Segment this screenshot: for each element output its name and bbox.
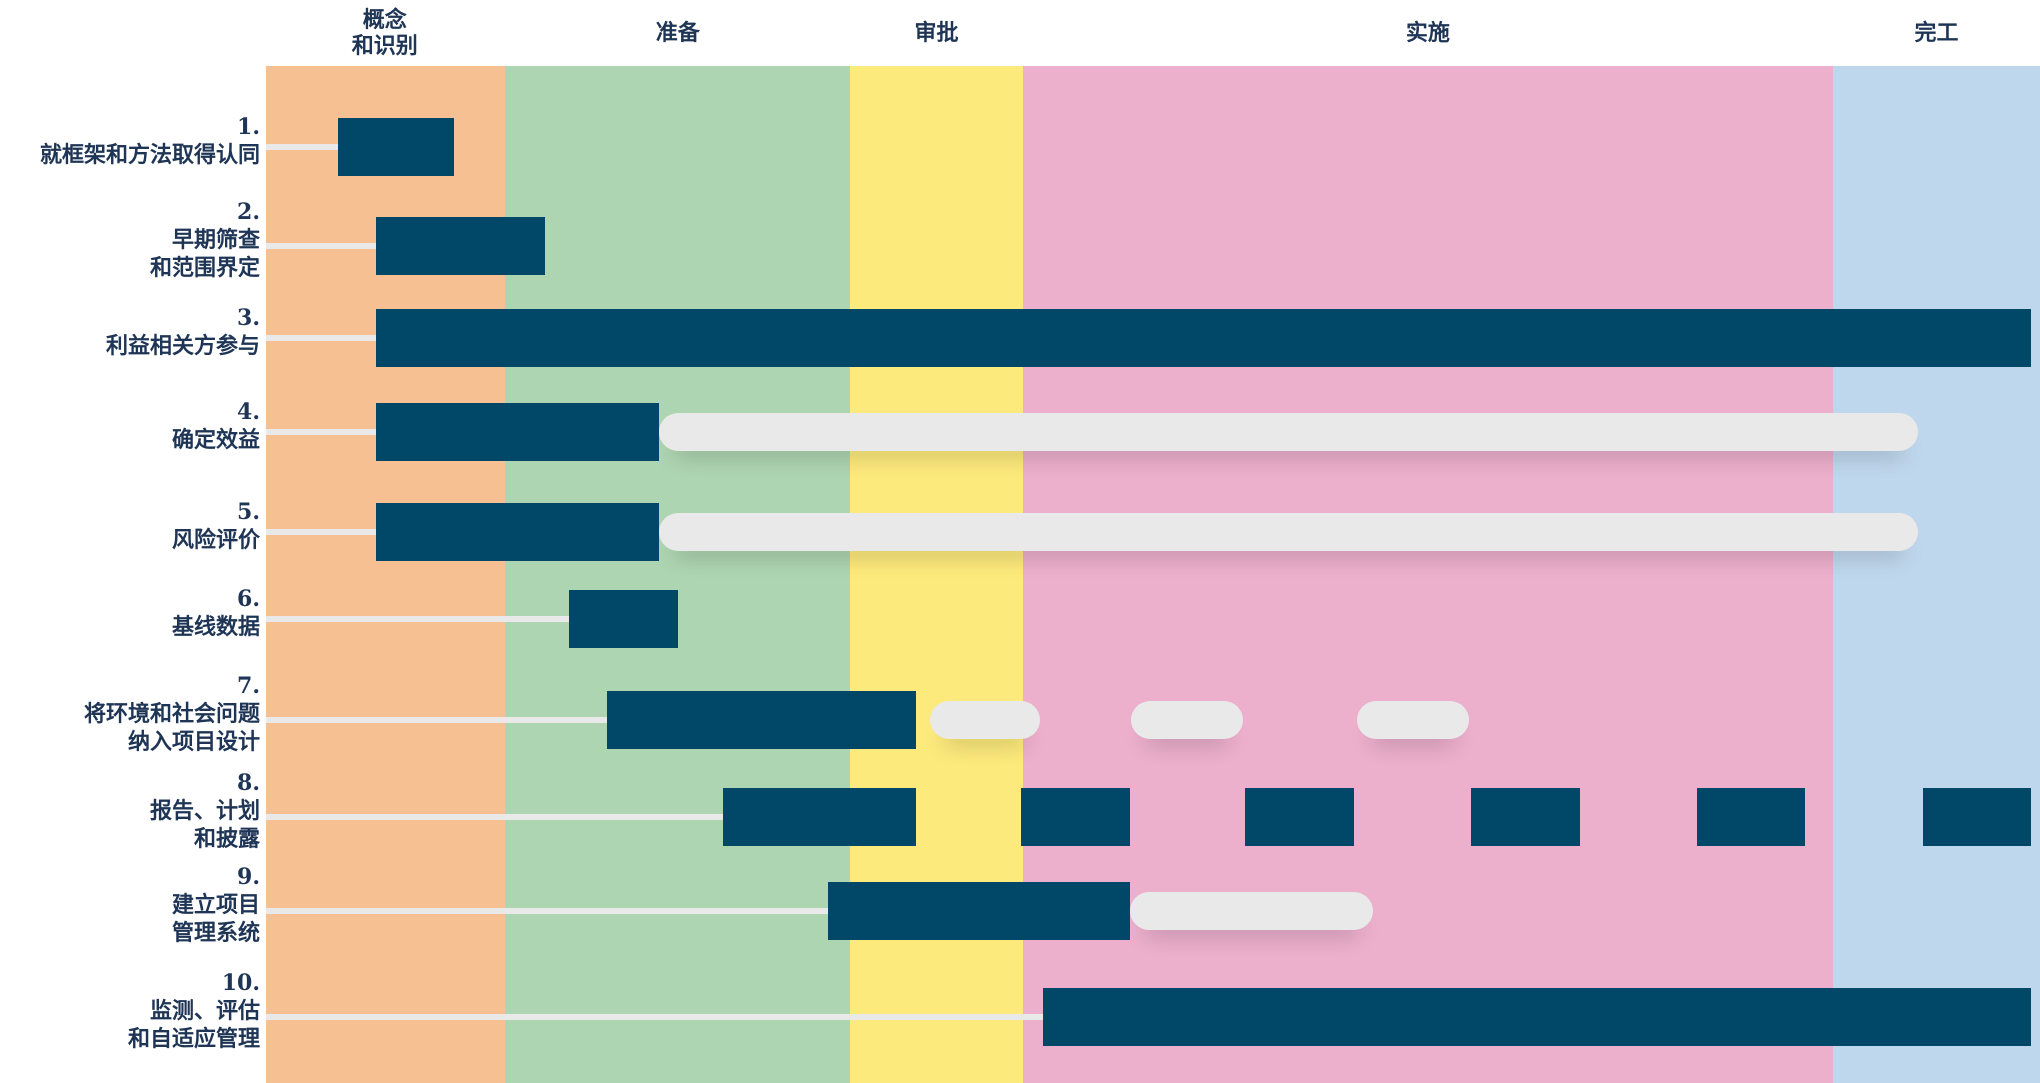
phase-label: 完工 [1914, 20, 1959, 46]
task-label: 3. 利益相关方参与 [106, 304, 260, 360]
task-label: 1. 就框架和方法取得认同 [40, 113, 260, 169]
task-extended-segment [658, 413, 1918, 451]
task-bar [722, 788, 916, 846]
task-connector [264, 335, 377, 341]
task-label: 7. 将环境和社会问题 纳入项目设计 [84, 672, 260, 756]
task-connector [264, 814, 723, 820]
task-bar [1043, 988, 2032, 1046]
task-bar [607, 691, 916, 749]
task-bar [338, 118, 454, 176]
task-name: 建立项目 管理系统 [171, 892, 260, 946]
task-number: 9. [237, 864, 260, 890]
task-name: 就框架和方法取得认同 [39, 142, 260, 168]
task-bar [376, 217, 546, 275]
phase-band [1022, 66, 1834, 1083]
task-number: 4. [237, 399, 260, 425]
task-connector [264, 529, 377, 535]
phase-label: 概念 和识别 [351, 7, 418, 59]
task-name: 监测、评估 和自适应管理 [127, 998, 260, 1052]
task-label: 5. 风险评价 [172, 498, 260, 554]
task-name: 基线数据 [171, 614, 260, 640]
task-extended-segment [1129, 892, 1373, 930]
phase-band [1833, 66, 2040, 1083]
task-connector [264, 243, 377, 249]
task-bar [1922, 788, 2032, 846]
phase-label: 准备 [655, 20, 700, 46]
task-label: 4. 确定效益 [172, 398, 260, 454]
task-bar [376, 403, 659, 461]
task-number: 3. [237, 305, 260, 331]
phase-band [505, 66, 851, 1083]
task-name: 报告、计划 和披露 [149, 798, 260, 852]
task-name: 早期筛查 和范围界定 [149, 227, 260, 281]
task-bar [1470, 788, 1580, 846]
task-extended-segment [929, 701, 1040, 739]
task-connector [264, 144, 339, 150]
task-bar [1696, 788, 1806, 846]
task-number: 7. [237, 673, 260, 699]
task-connector [264, 616, 570, 622]
task-number: 10. [221, 970, 260, 996]
task-connector [264, 429, 377, 435]
task-name: 利益相关方参与 [105, 333, 260, 359]
task-axis-line [262, 66, 266, 1083]
task-label: 8. 报告、计划 和披露 [150, 769, 260, 853]
task-number: 6. [237, 586, 260, 612]
task-extended-segment [1131, 701, 1244, 739]
task-extended-segment [658, 513, 1918, 551]
task-bar [827, 882, 1130, 940]
task-label: 2. 早期筛查 和范围界定 [150, 198, 260, 282]
task-bar [376, 309, 2032, 367]
task-label: 10. 监测、评估 和自适应管理 [128, 969, 260, 1053]
task-bar [1020, 788, 1130, 846]
task-label: 9. 建立项目 管理系统 [172, 863, 260, 947]
task-number: 5. [237, 499, 260, 525]
task-number: 2. [237, 199, 260, 225]
task-name: 确定效益 [171, 427, 260, 453]
phase-label: 实施 [1405, 20, 1450, 46]
phase-label: 审批 [914, 20, 959, 46]
task-number: 8. [237, 770, 260, 796]
task-number: 1. [237, 114, 260, 140]
task-label: 6. 基线数据 [172, 585, 260, 641]
task-bar [1245, 788, 1354, 846]
task-connector [264, 908, 828, 914]
task-extended-segment [1357, 701, 1470, 739]
task-name: 风险评价 [171, 527, 260, 553]
task-bar [569, 590, 678, 648]
task-name: 将环境和社会问题 纳入项目设计 [83, 701, 260, 755]
task-connector [264, 717, 608, 723]
task-connector [264, 1014, 1044, 1020]
task-bar [376, 503, 659, 561]
